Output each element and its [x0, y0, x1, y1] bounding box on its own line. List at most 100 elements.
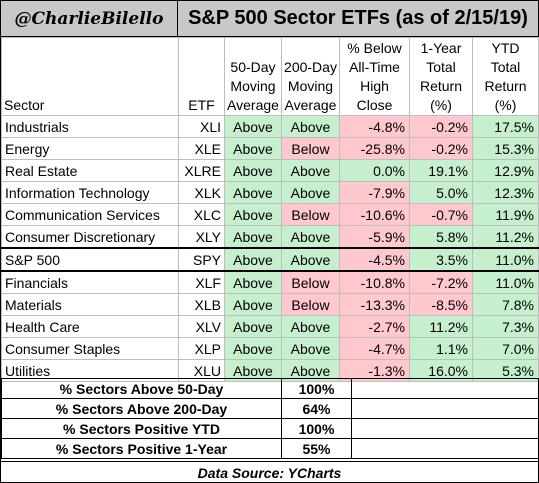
cell-ma50: Above: [224, 247, 282, 272]
cell-pct-below-high: -2.7%: [339, 315, 410, 338]
cell-etf: XLB: [178, 293, 225, 316]
cell-ytd: 15.3%: [472, 137, 539, 160]
col-header-etf: ETF: [178, 37, 225, 116]
cell-ma200: Below: [281, 137, 340, 160]
cell-ytd: 11.9%: [472, 203, 539, 226]
summary-value: 100%: [281, 418, 352, 439]
cell-one-year: -0.2%: [409, 137, 473, 160]
col-header-50-day: 50-Day Moving Average: [224, 37, 282, 116]
summary-label: % Sectors Positive YTD: [1, 418, 282, 439]
table-row: Industrials XLI Above Above -4.8% -0.2% 17.5%: [1, 115, 539, 138]
cell-pct-below-high: -4.5%: [339, 247, 410, 272]
cell-one-year: 11.2%: [409, 315, 473, 338]
cell-ytd: 5.3%: [472, 359, 539, 382]
summary-value: 64%: [281, 398, 352, 419]
cell-ytd: 12.9%: [472, 159, 539, 182]
cell-one-year: -0.2%: [409, 115, 473, 138]
cell-sector: Industrials: [1, 115, 179, 138]
cell-one-year: 5.8%: [409, 225, 473, 249]
cell-ma200: Above: [281, 337, 340, 360]
table-row: Information Technology XLK Above Above -7.9%…: [1, 181, 539, 204]
summary-label: % Sectors Above 50-Day: [1, 378, 282, 399]
cell-ma200: Above: [281, 159, 340, 182]
cell-one-year: 3.5%: [409, 247, 473, 272]
cell-one-year: -7.2%: [409, 270, 473, 294]
cell-ma200: Above: [281, 247, 340, 272]
cell-pct-below-high: -5.9%: [339, 225, 410, 249]
cell-etf: SPY: [178, 247, 225, 272]
cell-one-year: -8.5%: [409, 293, 473, 316]
table-body: Industrials XLI Above Above -4.8% -0.2% 17.5% E…: [1, 115, 539, 382]
summary-spacer: [351, 378, 539, 399]
cell-etf: XLE: [178, 137, 225, 160]
summary-row: % Sectors Above 50-Day 100%: [1, 378, 539, 399]
summary-value: 100%: [281, 378, 352, 399]
summary-spacer: [351, 398, 539, 419]
cell-sector: S&P 500: [1, 247, 179, 272]
table-row: Financials XLF Above Below -10.8% -7.2% 11.0%: [1, 270, 539, 294]
cell-ytd: 7.8%: [472, 293, 539, 316]
summary-label: % Sectors Positive 1-Year: [1, 438, 282, 459]
table-row: Consumer Staples XLP Above Above -4.7% 1.1% 7.…: [1, 337, 539, 360]
cell-ytd: 7.3%: [472, 315, 539, 338]
table-row: Energy XLE Above Below -25.8% -0.2% 15.3%: [1, 137, 539, 160]
cell-ma200: Above: [281, 181, 340, 204]
cell-ytd: 11.0%: [472, 247, 539, 272]
table-row: Real Estate XLRE Above Above 0.0% 19.1% 12.9%: [1, 159, 539, 182]
cell-etf: XLV: [178, 315, 225, 338]
summary-row: % Sectors Positive YTD 100%: [1, 418, 539, 439]
table-row: Materials XLB Above Below -13.3% -8.5% 7.8%: [1, 293, 539, 316]
cell-pct-below-high: -10.8%: [339, 270, 410, 294]
col-header-1-year-return: 1-Year Total Return (%): [409, 37, 473, 116]
cell-ytd: 7.0%: [472, 337, 539, 360]
cell-one-year: 5.0%: [409, 181, 473, 204]
summary-value: 55%: [281, 438, 352, 459]
cell-ma50: Above: [224, 159, 282, 182]
table-row: Utilities XLU Above Above -1.3% 16.0% 5.3%: [1, 359, 539, 382]
cell-ma50: Above: [224, 203, 282, 226]
cell-ma50: Above: [224, 293, 282, 316]
summary-spacer: [351, 418, 539, 439]
cell-etf: XLY: [178, 225, 225, 249]
summary-row: % Sectors Positive 1-Year 55%: [1, 438, 539, 459]
header-row: Sector ETF 50-Day Moving Average 200-Day…: [1, 37, 539, 116]
cell-ma200: Below: [281, 203, 340, 226]
cell-ma50: Above: [224, 181, 282, 204]
table-row: Communication Services XLC Above Below -10.6…: [1, 203, 539, 226]
cell-ytd: 11.0%: [472, 270, 539, 294]
cell-ma50: Above: [224, 359, 282, 382]
summary-table: % Sectors Above 50-Day 100%% Sectors Abov…: [1, 378, 539, 459]
cell-sector: Information Technology: [1, 181, 179, 204]
cell-ma200: Below: [281, 293, 340, 316]
summary-spacer: [351, 438, 539, 459]
cell-ma50: Above: [224, 115, 282, 138]
cell-ma50: Above: [224, 137, 282, 160]
col-header-ytd-return: YTD Total Return (%): [472, 37, 539, 116]
cell-ytd: 11.2%: [472, 225, 539, 249]
col-header-200-day: 200-Day Moving Average: [281, 37, 340, 116]
cell-ytd: 17.5%: [472, 115, 539, 138]
summary-body: % Sectors Above 50-Day 100%% Sectors Abov…: [1, 378, 539, 459]
cell-etf: XLK: [178, 181, 225, 204]
cell-etf: XLI: [178, 115, 225, 138]
table-title: S&P 500 Sector ETFs (as of 2/15/19): [178, 1, 538, 37]
cell-etf: XLF: [178, 270, 225, 294]
col-header-sector: Sector: [1, 37, 179, 116]
cell-sector: Consumer Staples: [1, 337, 179, 360]
cell-pct-below-high: 0.0%: [339, 159, 410, 182]
cell-ma200: Above: [281, 115, 340, 138]
col-header-pct-below-high: % Below All-Time High Close: [339, 37, 410, 116]
cell-one-year: 1.1%: [409, 337, 473, 360]
cell-sector: Consumer Discretionary: [1, 225, 179, 249]
author-handle: @CharlieBilello: [1, 1, 178, 37]
cell-pct-below-high: -13.3%: [339, 293, 410, 316]
title-row: @CharlieBilello S&P 500 Sector ETFs (as …: [1, 1, 538, 37]
cell-pct-below-high: -25.8%: [339, 137, 410, 160]
cell-ma200: Above: [281, 225, 340, 249]
cell-sector: Communication Services: [1, 203, 179, 226]
cell-one-year: 19.1%: [409, 159, 473, 182]
cell-pct-below-high: -4.7%: [339, 337, 410, 360]
table-row: Health Care XLV Above Above -2.7% 11.2% 7.3%: [1, 315, 539, 338]
cell-ma200: Below: [281, 270, 340, 294]
